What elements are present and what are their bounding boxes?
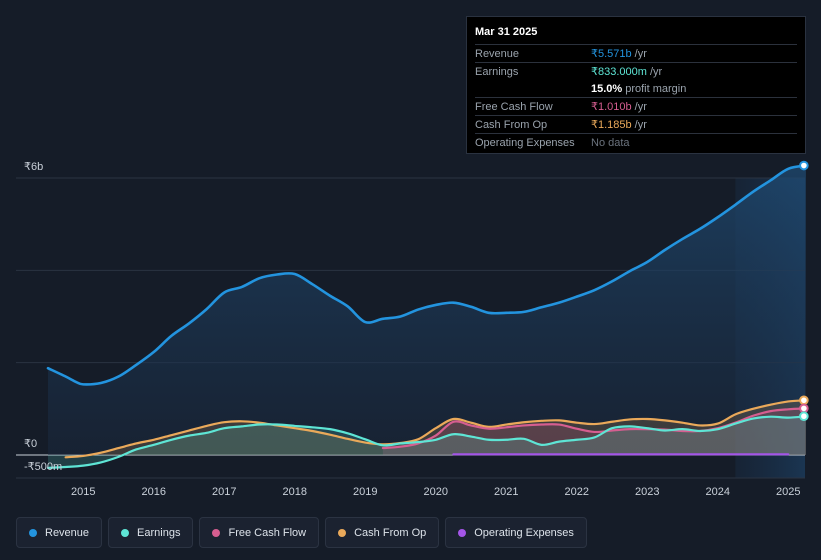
earnings-end-dot: [799, 411, 809, 422]
legend-item-operating-expenses[interactable]: Operating Expenses: [445, 517, 587, 548]
tooltip-label: Revenue: [475, 47, 520, 60]
legend-item-free-cash-flow[interactable]: Free Cash Flow: [199, 517, 320, 548]
x-tick-label: 2015: [71, 486, 95, 498]
x-tick-label: 2022: [565, 486, 589, 498]
free-cash-flow-area: [382, 408, 806, 455]
revenue-area: [48, 165, 806, 455]
tooltip-row-margin: 15.0% profit margin: [475, 80, 797, 97]
revenue-line: [46, 164, 808, 386]
tooltip-value: ₹1.185b: [591, 119, 632, 131]
tooltip-row-earnings: Earnings ₹833.000m /yr: [475, 62, 797, 80]
legend-item-cash-from-op[interactable]: Cash From Op: [325, 517, 440, 548]
tooltip-unit: /yr: [634, 100, 647, 113]
legend-label: Free Cash Flow: [228, 526, 307, 539]
tooltip-value: ₹5.571b: [591, 48, 632, 60]
x-tick-label: 2021: [494, 486, 518, 498]
tooltip-row-cfo: Cash From Op ₹1.185b /yr: [475, 115, 797, 133]
y-tick-label: -₹500m: [24, 461, 62, 473]
y-axis-labels: ₹6b ₹0 -₹500m: [24, 161, 62, 473]
x-axis-labels: 2015 2016 2017 2018 2019 2020 2021 2022 2023 2024…: [71, 486, 800, 498]
tooltip-unit: profit margin: [625, 82, 687, 95]
y-tick-label: ₹6b: [24, 161, 43, 173]
series-areas: [48, 165, 806, 468]
cash-from-op-end-dot: [799, 395, 809, 406]
legend-item-revenue[interactable]: Revenue: [16, 517, 103, 548]
tooltip-row-opex: Operating Expenses No data: [475, 133, 797, 151]
tooltip-row-fcf: Free Cash Flow ₹1.010b /yr: [475, 97, 797, 115]
cash-from-op-line: [64, 399, 807, 459]
earnings-line: [46, 415, 807, 470]
tooltip-value: ₹833.000m: [591, 66, 647, 78]
tooltip-value: ₹1.010b: [591, 101, 632, 113]
tooltip-unit: /yr: [634, 118, 647, 131]
tooltip-label: Cash From Op: [475, 118, 548, 131]
legend-dot-icon: [29, 528, 37, 537]
x-tick-label: 2020: [424, 486, 448, 498]
x-tick-label: 2023: [635, 486, 659, 498]
x-tick-label: 2025: [776, 486, 800, 498]
legend-label: Revenue: [45, 526, 90, 539]
tooltip-label: Free Cash Flow: [475, 100, 553, 113]
x-tick-label: 2016: [142, 486, 166, 498]
revenue-end-dot: [799, 160, 809, 171]
tooltip-unit: /yr: [634, 47, 647, 60]
tooltip-label: Earnings: [475, 65, 519, 78]
tooltip-label: Operating Expenses: [475, 136, 575, 149]
tooltip-value: 15.0%: [591, 82, 623, 95]
legend-label: Cash From Op: [354, 526, 427, 539]
x-tick-label: 2018: [283, 486, 307, 498]
tooltip-row-revenue: Revenue ₹5.571b /yr: [475, 44, 797, 62]
legend-label: Operating Expenses: [474, 526, 574, 539]
legend-label: Earnings: [137, 526, 181, 539]
free-cash-flow-end-dot: [799, 403, 809, 414]
x-tick-label: 2019: [353, 486, 377, 498]
y-tick-label: ₹0: [24, 438, 37, 450]
tooltip-unit: /yr: [649, 65, 663, 78]
legend-dot-icon: [212, 528, 221, 537]
series-lines: [46, 164, 808, 470]
legend-dot-icon: [121, 528, 130, 537]
legend-dot-icon: [338, 528, 347, 537]
x-tick-label: 2024: [706, 486, 730, 498]
tooltip-date: Mar 31 2025: [475, 26, 538, 38]
legend: Revenue Earnings Free Cash Flow Cash Fro…: [16, 517, 587, 548]
legend-dot-icon: [458, 528, 467, 537]
series-end-dots: [799, 160, 809, 422]
legend-item-earnings[interactable]: Earnings: [108, 517, 194, 548]
tooltip: Mar 31 2025 Revenue ₹5.571b /yr Earnings…: [466, 16, 806, 154]
tooltip-value: No data: [591, 136, 630, 149]
x-tick-label: 2017: [212, 486, 236, 498]
